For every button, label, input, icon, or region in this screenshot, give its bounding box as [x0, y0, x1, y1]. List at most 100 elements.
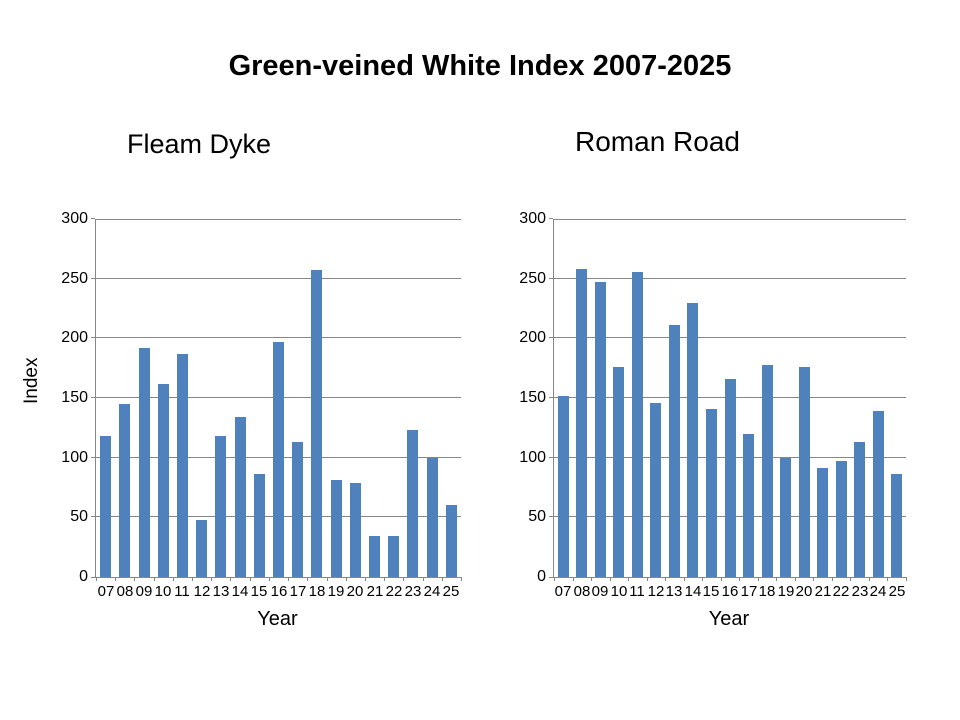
x-axis-tick: [250, 577, 251, 581]
x-axis-tick: [610, 577, 611, 581]
y-axis-tick: [549, 337, 553, 338]
x-tick-label-10: 10: [610, 583, 628, 600]
x-axis-tick: [628, 577, 629, 581]
x-axis-tick: [288, 577, 289, 581]
bar-2007: [558, 396, 569, 577]
y-tick-label-250: 250: [61, 270, 88, 287]
y-axis-title-index: Index: [21, 357, 42, 405]
y-tick-label-300: 300: [519, 210, 546, 227]
bar-2020: [799, 367, 810, 577]
bar-2017: [743, 434, 754, 577]
bar-2018: [311, 270, 322, 577]
x-tick-label-23: 23: [851, 583, 869, 600]
bar-2020: [350, 483, 361, 577]
y-axis-tick: [91, 218, 95, 219]
bar-2013: [669, 325, 680, 577]
x-axis-tick: [647, 577, 648, 581]
gridline-250: [96, 278, 461, 279]
y-tick-label-0: 0: [537, 568, 546, 585]
x-axis-tick: [702, 577, 703, 581]
plot-area-fleam-dyke: 0 50 100 150 200 250 300 07 08 09 10 11 12 13 14 15 16 17…: [61, 211, 462, 599]
x-tick-label-22: 22: [385, 583, 403, 600]
x-axis-tick: [115, 577, 116, 581]
x-axis-tick: [442, 577, 443, 581]
y-tick-label-50: 50: [528, 508, 546, 525]
y-tick-label-100: 100: [519, 449, 546, 466]
x-tick-label-20: 20: [795, 583, 813, 600]
x-tick-label-08: 08: [116, 583, 134, 600]
x-axis-tick: [346, 577, 347, 581]
x-tick-label-18: 18: [308, 583, 326, 600]
x-axis-tick: [850, 577, 851, 581]
bar-2009: [139, 348, 150, 577]
bar-2025: [891, 474, 902, 577]
y-tick-label-100: 100: [61, 449, 88, 466]
bar-2019: [780, 458, 791, 577]
y-axis-tick: [549, 516, 553, 517]
x-tick-label-24: 24: [423, 583, 441, 600]
bar-2024: [427, 458, 438, 577]
bar-2021: [817, 468, 828, 577]
gridline-250: [554, 278, 906, 279]
bar-2015: [706, 409, 717, 577]
x-axis-tick: [173, 577, 174, 581]
y-tick-label-200: 200: [519, 329, 546, 346]
y-axis-tick: [549, 577, 553, 578]
y-tick-label-150: 150: [519, 389, 546, 406]
x-tick-label-09: 09: [591, 583, 609, 600]
page-title: Green-veined White Index 2007-2025: [228, 50, 732, 82]
bar-2022: [836, 461, 847, 577]
bar-2023: [407, 430, 418, 577]
x-tick-label-07: 07: [97, 583, 115, 600]
x-tick-label-17: 17: [740, 583, 758, 600]
x-tick-label-07: 07: [554, 583, 572, 600]
plot-area-roman-road: 0 50 100 150 200 250 300 07 08 09 10 11 12 13 14 15 16 17…: [519, 211, 907, 599]
x-axis-tick: [307, 577, 308, 581]
x-axis-tick: [423, 577, 424, 581]
bar-2011: [632, 272, 643, 577]
x-tick-label-19: 19: [327, 583, 345, 600]
x-tick-label-15: 15: [250, 583, 268, 600]
x-tick-label-10: 10: [154, 583, 172, 600]
x-tick-label-13: 13: [212, 583, 230, 600]
x-axis-tick: [832, 577, 833, 581]
y-tick-label-250: 250: [519, 270, 546, 287]
x-axis-tick: [211, 577, 212, 581]
y-tick-label-200: 200: [61, 329, 88, 346]
x-axis-tick: [134, 577, 135, 581]
x-tick-label-14: 14: [231, 583, 249, 600]
bar-2010: [158, 384, 169, 577]
y-axis-tick: [549, 457, 553, 458]
x-axis-tick: [721, 577, 722, 581]
x-axis-tick: [684, 577, 685, 581]
x-tick-label-24: 24: [869, 583, 887, 600]
x-tick-label-11: 11: [174, 583, 190, 600]
x-axis-tick: [154, 577, 155, 581]
y-axis-tick: [91, 337, 95, 338]
x-axis-tick: [887, 577, 888, 581]
x-axis-tick: [327, 577, 328, 581]
bar-2016: [273, 342, 284, 577]
y-tick-label-0: 0: [79, 568, 88, 585]
bar-2024: [873, 411, 884, 577]
bar-2017: [292, 442, 303, 577]
x-tick-label-23: 23: [404, 583, 422, 600]
x-axis-title-year-left: Year: [257, 608, 298, 630]
x-axis-tick: [739, 577, 740, 581]
bar-2025: [446, 505, 457, 577]
bar-2019: [331, 480, 342, 577]
x-tick-label-25: 25: [442, 583, 460, 600]
bar-2016: [725, 379, 736, 577]
x-axis-tick: [554, 577, 555, 581]
bar-2013: [215, 436, 226, 577]
x-axis-tick: [192, 577, 193, 581]
x-tick-label-18: 18: [758, 583, 776, 600]
x-axis-tick: [230, 577, 231, 581]
bar-2014: [235, 417, 246, 577]
y-tick-label-150: 150: [61, 389, 88, 406]
gridline-200: [96, 337, 461, 338]
x-axis-tick: [813, 577, 814, 581]
x-axis-tick: [591, 577, 592, 581]
bar-2011: [177, 354, 188, 577]
